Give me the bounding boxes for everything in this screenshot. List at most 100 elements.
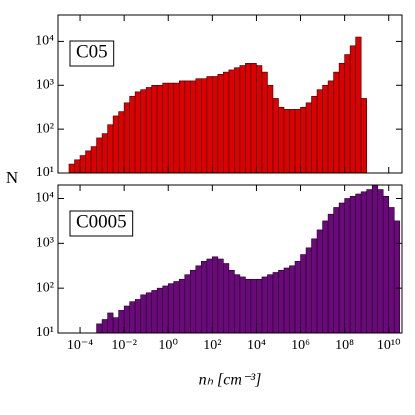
bar [79,155,86,174]
bar [256,65,263,174]
bar [195,265,202,334]
bar [311,238,318,334]
bar [151,290,158,334]
bar [300,106,307,174]
bar [366,189,373,334]
bar [107,124,114,174]
panel-label: C05 [76,41,108,62]
bar [338,202,345,334]
bar [311,95,318,174]
bar [167,283,175,334]
bar [178,278,186,334]
x-tick-label: 10⁶ [291,338,310,353]
plot-frame [57,14,403,174]
bar [195,78,202,174]
bar [239,276,246,334]
bar [118,310,125,334]
panel-label: C0005 [76,211,127,232]
bar [272,272,279,334]
bar [201,78,208,174]
bar [223,263,230,334]
bar [278,106,285,174]
bar [140,89,147,174]
bar [145,292,153,334]
bar [261,276,268,334]
bar [333,71,340,174]
bar [267,274,274,334]
bar [184,80,191,174]
bar [256,278,263,334]
bar [85,150,92,174]
bar [189,80,197,174]
bar [327,213,334,334]
bar [344,54,351,174]
bar [355,193,362,334]
bar [371,184,378,334]
bar [129,95,136,174]
bar [173,82,180,174]
bar [145,87,153,174]
bar [261,71,268,174]
bar [234,67,241,174]
x-tick-label: 10⁻⁴ [67,338,93,353]
x-tick-label: 10⁸ [335,338,354,353]
y-tick-label: 10⁴ [35,191,54,206]
bar [355,36,362,174]
bar [344,198,351,334]
y-axis-title: N [6,168,18,187]
bar [294,260,301,334]
bar [162,82,169,174]
bar [123,305,130,334]
bar [239,65,246,174]
bar [360,98,367,174]
bar [316,89,323,174]
bar [283,267,290,334]
bar [212,256,219,334]
bar [107,312,114,334]
bar [118,111,125,174]
bar [134,91,141,174]
bar [206,258,213,334]
y-tick-label: 10¹ [36,165,54,180]
y-tick-label: 10² [36,121,54,136]
bar [228,269,235,334]
bar [272,98,279,174]
panel-label-box [69,40,115,67]
bar [217,258,224,334]
bar [278,269,285,334]
bar [267,84,274,174]
x-axis-title: nₕ [cm⁻³] [199,372,262,389]
bar [333,207,340,334]
bar [322,84,329,174]
bar [388,207,395,334]
y-tick-label: 10³ [36,236,54,251]
bar [382,195,390,334]
bar [96,323,103,334]
plot-frame [57,184,403,334]
bar [112,115,119,174]
bar [234,274,241,334]
bar [300,254,307,334]
bar [112,317,119,334]
bar [289,265,296,334]
bar [178,80,186,174]
bar [129,301,136,334]
bar [283,109,290,174]
bar [245,63,252,174]
bar [189,269,197,334]
bar [377,189,384,334]
bar [90,146,97,174]
y-tick-label: 10² [36,280,54,295]
bar [349,195,356,334]
x-tick-label: 10⁰ [158,338,178,353]
bar [327,80,334,174]
x-tick-label: 10⁻² [111,338,137,353]
x-tick-label: 10¹⁰ [377,338,401,353]
x-tick-label: 10⁴ [247,338,266,353]
bar [162,285,169,334]
bar [245,278,252,334]
bar [184,274,191,334]
bar [393,220,401,334]
bar [156,287,164,334]
bar [167,82,175,174]
